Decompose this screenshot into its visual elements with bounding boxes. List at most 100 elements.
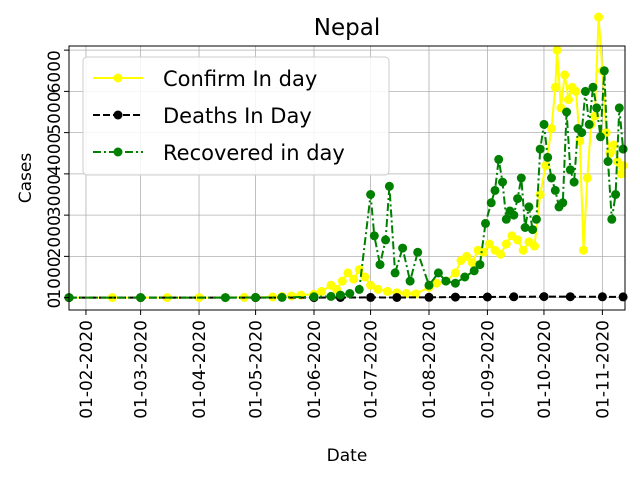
data-point bbox=[531, 214, 541, 224]
x-tick-label: 01-05-2020 bbox=[247, 320, 267, 419]
data-point bbox=[607, 214, 617, 224]
data-point bbox=[565, 165, 575, 175]
data-point bbox=[552, 45, 562, 55]
data-point bbox=[432, 278, 441, 288]
x-tick-label: 01-08-2020 bbox=[420, 320, 440, 419]
data-point bbox=[366, 190, 376, 199]
data-point bbox=[501, 239, 511, 249]
data-point bbox=[369, 231, 379, 241]
data-point bbox=[618, 161, 628, 171]
data-point bbox=[547, 173, 556, 183]
data-point bbox=[467, 258, 477, 268]
x-axis-label: Date bbox=[327, 446, 368, 466]
data-point bbox=[539, 292, 549, 302]
data-point bbox=[558, 198, 568, 208]
data-point bbox=[450, 268, 460, 278]
axes-frame bbox=[68, 45, 626, 311]
data-point bbox=[498, 177, 507, 187]
legend-marker bbox=[113, 147, 123, 157]
data-point bbox=[360, 272, 370, 282]
data-point bbox=[317, 286, 327, 296]
data-point bbox=[541, 161, 551, 171]
data-point bbox=[401, 289, 411, 298]
data-point bbox=[392, 293, 402, 302]
data-point bbox=[584, 119, 594, 129]
data-point bbox=[384, 181, 394, 191]
data-point bbox=[569, 177, 579, 187]
legend-label: Recovered in day bbox=[163, 141, 345, 165]
data-point bbox=[469, 266, 479, 276]
data-point bbox=[509, 292, 519, 302]
data-point bbox=[582, 173, 592, 183]
data-point bbox=[343, 268, 353, 278]
x-tick-label: 01-11-2020 bbox=[593, 320, 613, 419]
legend-marker bbox=[113, 110, 123, 120]
y-tick-label: 0 bbox=[45, 298, 65, 309]
data-point bbox=[441, 276, 451, 286]
data-point bbox=[460, 272, 470, 282]
data-point bbox=[599, 66, 609, 76]
data-point bbox=[528, 225, 538, 235]
data-point bbox=[484, 239, 494, 249]
y-tick-label: 3000 bbox=[45, 174, 65, 217]
data-point bbox=[597, 292, 607, 302]
data-point bbox=[539, 119, 549, 129]
data-point bbox=[609, 140, 619, 150]
data-point bbox=[337, 276, 347, 286]
data-point bbox=[596, 132, 605, 142]
x-tick-label: 01-06-2020 bbox=[305, 320, 325, 419]
data-point bbox=[375, 260, 385, 270]
data-point bbox=[354, 284, 364, 294]
data-point bbox=[424, 280, 434, 290]
y-tick-label: 5000 bbox=[45, 91, 65, 134]
data-point bbox=[335, 290, 345, 300]
data-point bbox=[513, 235, 523, 245]
y-tick-label: 2000 bbox=[45, 215, 65, 258]
data-point bbox=[577, 128, 587, 138]
data-point bbox=[326, 291, 336, 301]
data-point bbox=[411, 289, 421, 299]
data-point bbox=[535, 144, 545, 154]
data-point bbox=[543, 152, 553, 162]
data-point bbox=[588, 82, 598, 92]
x-tick-label: 01-09-2020 bbox=[478, 320, 498, 419]
plot-area bbox=[64, 12, 628, 303]
data-point bbox=[562, 107, 572, 117]
data-point bbox=[345, 289, 355, 298]
data-point bbox=[524, 202, 534, 212]
data-point bbox=[486, 198, 496, 208]
data-point bbox=[475, 260, 485, 270]
x-tick-label: 01-04-2020 bbox=[190, 320, 210, 419]
y-axis-label: Cases bbox=[16, 153, 36, 204]
data-point bbox=[277, 292, 287, 302]
data-point bbox=[560, 70, 570, 80]
data-point bbox=[592, 103, 602, 113]
data-point bbox=[286, 291, 296, 301]
legend-box bbox=[82, 56, 390, 176]
data-point bbox=[136, 293, 146, 303]
legend: Confirm In day Deaths In Day Recovered in … bbox=[82, 56, 390, 176]
data-point bbox=[616, 169, 626, 179]
data-point bbox=[481, 218, 490, 228]
data-point bbox=[579, 245, 588, 255]
data-point bbox=[390, 268, 400, 278]
data-point bbox=[614, 103, 624, 113]
data-point bbox=[381, 235, 391, 245]
data-point bbox=[450, 292, 460, 302]
data-point bbox=[366, 292, 376, 302]
x-tick-label: 01-02-2020 bbox=[77, 320, 97, 419]
data-point bbox=[518, 245, 528, 255]
data-point bbox=[611, 190, 621, 199]
data-point bbox=[366, 280, 376, 290]
data-point bbox=[494, 154, 504, 164]
data-point bbox=[565, 292, 575, 302]
data-point bbox=[251, 293, 261, 302]
legend-label: Deaths In Day bbox=[163, 104, 312, 128]
data-point bbox=[535, 190, 545, 199]
legend-marker bbox=[113, 73, 123, 83]
data-point bbox=[550, 185, 560, 195]
data-point bbox=[383, 286, 392, 296]
data-point bbox=[564, 95, 573, 105]
